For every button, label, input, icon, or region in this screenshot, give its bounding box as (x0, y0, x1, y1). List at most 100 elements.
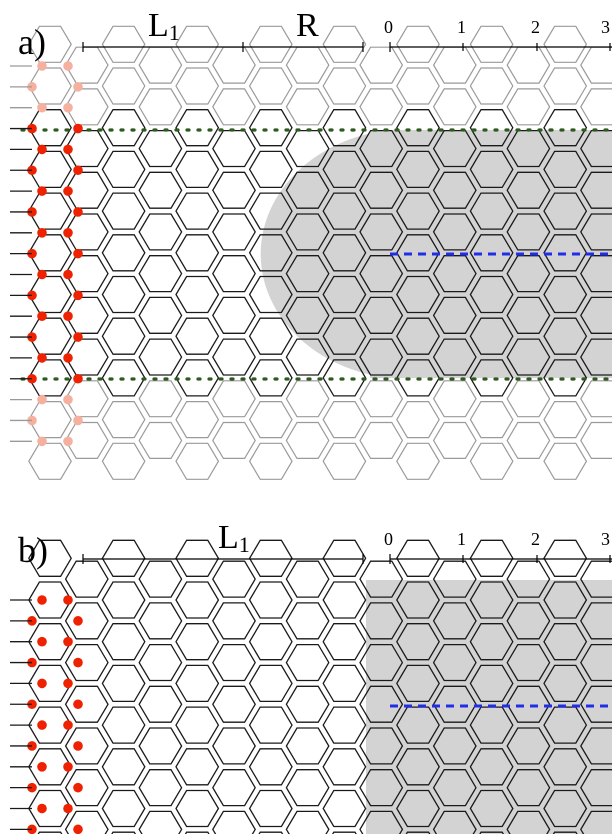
hexagon-cell (285, 338, 330, 376)
hexagon-cell (396, 442, 440, 480)
edge-atom (37, 678, 47, 689)
hexagon-cell (138, 810, 183, 834)
hexagon-cell (396, 623, 440, 661)
hexagon-cell (359, 810, 404, 834)
hexagon-cell (469, 581, 514, 619)
edge-atom (63, 61, 73, 71)
hexagon-cell (543, 25, 588, 63)
edge-atoms-b (10, 595, 83, 834)
hexagon-cell (285, 769, 330, 807)
hexagon-cell (212, 643, 256, 682)
hexagon-cell (479, 831, 505, 834)
hexagon-cell (469, 748, 514, 786)
hexagon-cell (64, 602, 109, 640)
hexagon-cell (101, 359, 146, 397)
hexagon-cell (506, 296, 551, 334)
hexagon-cell (138, 769, 183, 807)
honeycomb-lattice-b (28, 539, 612, 834)
hexagon-cell (580, 129, 612, 168)
hexagon-cell (396, 67, 440, 105)
edge-atom (37, 269, 47, 280)
edge-atom (63, 228, 73, 238)
hexagon-cell (543, 789, 588, 828)
hexagon-cell (322, 442, 367, 480)
edge-atom (63, 394, 73, 405)
hexagon-cell (285, 213, 330, 251)
hexagon-cell (212, 338, 256, 376)
edge-atom (37, 803, 47, 814)
hexagon-cell (64, 643, 109, 682)
hexagon-cell (506, 602, 551, 640)
edge-atom (63, 720, 73, 730)
hexagon-cell (543, 275, 588, 314)
hexagon-cell (322, 359, 367, 397)
hexagon-cell (469, 150, 514, 189)
edge-atom (37, 595, 47, 605)
hexagon-cell (432, 685, 477, 723)
hexagon-cell (101, 234, 146, 272)
honeycomb-lattice-a (28, 25, 612, 480)
hexagon-cell (359, 380, 404, 418)
hexagon-cell (432, 380, 477, 418)
hexagon-cell (580, 421, 612, 459)
hexagon-cell (506, 643, 551, 682)
edge-atom (37, 228, 47, 238)
boundary-dotted-lines (20, 128, 612, 381)
hexagon-cell (580, 213, 612, 251)
hexagon-cell (396, 581, 440, 619)
hexagon-cell (322, 401, 367, 439)
hexagon-cell (359, 88, 404, 126)
hexagon-cell (248, 150, 293, 189)
hexagon-cell (248, 442, 293, 480)
hexagon-cell (175, 192, 220, 230)
hexagon-cell (580, 602, 612, 640)
hexagon-cell (248, 192, 293, 230)
edge-atom (37, 636, 47, 647)
hexagon-cell (396, 706, 440, 744)
hexagon-cell (248, 359, 293, 397)
hexagon-cell (101, 748, 146, 786)
tick-2-b: 2 (531, 529, 540, 549)
hexagon-cell (580, 171, 612, 209)
edge-atom (37, 186, 47, 196)
hexagon-cell (138, 171, 183, 209)
hexagon-cell (101, 67, 146, 105)
hexagon-cell (138, 602, 183, 640)
edge-atom (73, 290, 83, 301)
hexagon-cell (175, 317, 220, 355)
hexagon-cell (138, 129, 183, 168)
hexagon-cell (543, 581, 588, 619)
edge-atom (63, 269, 73, 280)
hexagon-cell (212, 46, 256, 84)
hexagon-cell (138, 338, 183, 376)
hexagon-cell (359, 602, 404, 640)
hexagon-cell (322, 109, 367, 147)
edge-atom (63, 595, 73, 605)
edge-atom (73, 207, 83, 217)
hexagon-cell (248, 25, 293, 63)
hexagon-cell (138, 88, 183, 126)
hexagon-cell (175, 664, 220, 703)
hexagon-cell (580, 643, 612, 682)
hexagon-cell (506, 338, 551, 376)
edge-atom (37, 102, 47, 113)
hexagon-cell (543, 67, 588, 105)
hexagon-cell (212, 88, 256, 126)
hexagon-cell (64, 685, 109, 723)
hexagon-cell (285, 421, 330, 459)
hexagon-cell (359, 769, 404, 807)
hexagon-cell (101, 581, 146, 619)
hexagon-cell (322, 581, 367, 619)
hexagon-cell (248, 401, 293, 439)
hexagon-cell (248, 581, 293, 619)
hexagon-cell (469, 234, 514, 272)
hexagon-cell (432, 88, 477, 126)
hexagon-cell (359, 46, 404, 84)
hexagon-cell (469, 623, 514, 661)
hexagon-cell (506, 727, 551, 765)
hexagon-cell (248, 275, 293, 314)
hexagon-cell (396, 150, 440, 189)
hexagon-cell (469, 109, 514, 147)
edge-atom (73, 373, 83, 384)
hexagon-cell (212, 296, 256, 334)
